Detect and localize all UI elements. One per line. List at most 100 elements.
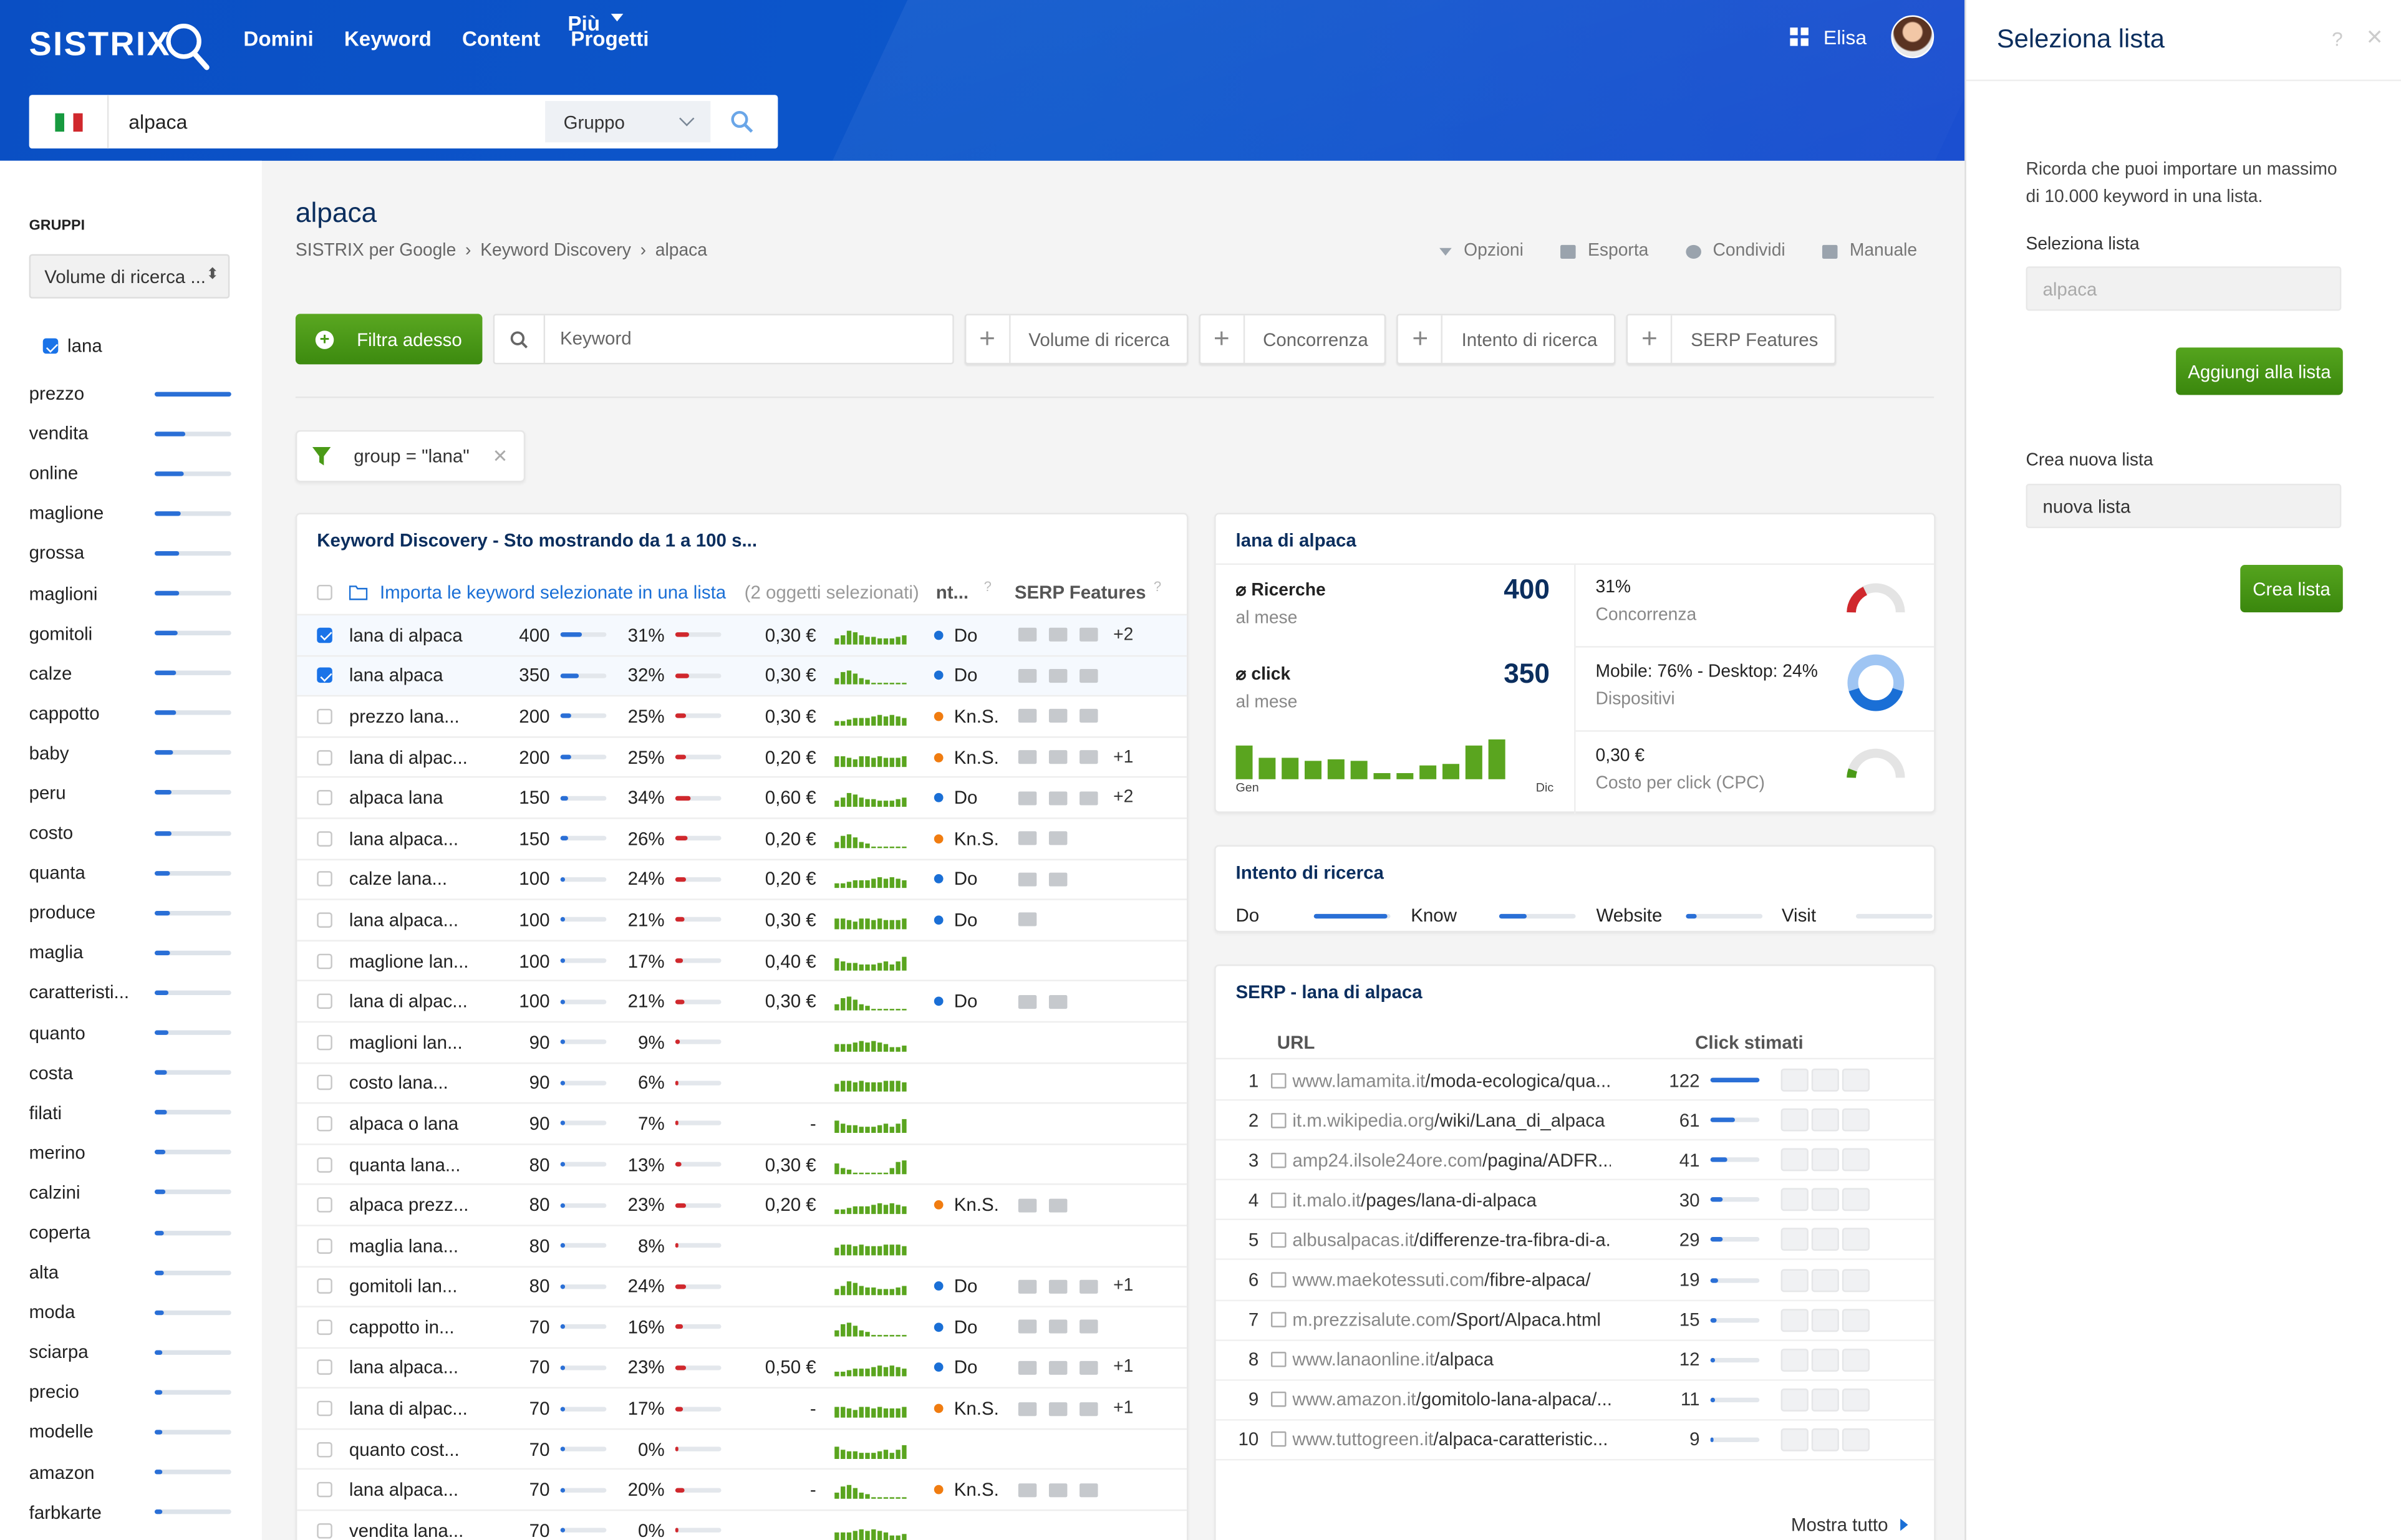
arrow-right-icon[interactable] xyxy=(1842,1188,1870,1212)
serp-row[interactable]: 1 www.lamamita.it/moda-ecologica/qua... 12… xyxy=(1215,1061,1935,1101)
serp-feature-icon[interactable] xyxy=(1048,1483,1068,1497)
group-item[interactable]: peru xyxy=(29,773,231,813)
table-row[interactable]: prezzo lana... 200 25% 0,30 € Kn.S. xyxy=(297,695,1187,736)
table-row[interactable]: lana di alpac... 200 25% 0,20 € Kn.S. +1 xyxy=(297,736,1187,777)
group-item[interactable]: alta xyxy=(29,1253,231,1292)
keyword-cell[interactable]: vendita lana... xyxy=(349,1519,464,1540)
apply-filter-button[interactable]: + Filtra adesso xyxy=(295,314,482,365)
table-row[interactable]: lana alpaca 350 32% 0,30 € Do xyxy=(297,654,1187,696)
table-row[interactable]: alpaca o lana 90 7% - xyxy=(297,1102,1187,1143)
serp-feature-icon[interactable] xyxy=(1080,1402,1098,1416)
group-item[interactable]: baby xyxy=(29,733,231,773)
row-checkbox[interactable] xyxy=(317,1400,332,1417)
arrow-right-icon[interactable] xyxy=(1842,1348,1870,1372)
chart-icon[interactable] xyxy=(1811,1268,1839,1292)
row-checkbox[interactable] xyxy=(317,872,332,887)
eye-icon[interactable] xyxy=(1780,1148,1809,1172)
keyword-cell[interactable]: quanta lana... xyxy=(349,1153,461,1175)
group-item[interactable]: online xyxy=(29,453,231,493)
keyword-cell[interactable]: prezzo lana... xyxy=(349,705,460,728)
help-icon[interactable]: ? xyxy=(983,579,992,594)
serp-feature-icon[interactable] xyxy=(1018,1279,1037,1294)
keyword-cell[interactable]: lana alpaca... xyxy=(349,827,459,850)
show-all-link[interactable]: Mostra tutto xyxy=(1791,1514,1908,1535)
chart-icon[interactable] xyxy=(1811,1428,1839,1451)
eye-icon[interactable] xyxy=(1780,1188,1809,1212)
import-to-list-link[interactable]: Importa le keyword selezionate in una li… xyxy=(379,582,727,604)
select-all-checkbox[interactable] xyxy=(317,584,332,600)
row-checkbox[interactable] xyxy=(317,830,332,847)
serp-url[interactable]: www.lanaonline.it/alpaca xyxy=(1292,1349,1494,1371)
filter-intent-button[interactable]: + Intento di ricerca xyxy=(1397,314,1616,365)
table-row[interactable]: quanta lana... 80 13% 0,30 € xyxy=(297,1143,1187,1183)
keyword-cell[interactable]: maglione lan... xyxy=(349,950,469,972)
col-clicks-header[interactable]: Click stimati xyxy=(1695,1031,1804,1054)
row-checkbox[interactable] xyxy=(317,1238,332,1254)
group-item[interactable]: amazon xyxy=(29,1452,231,1492)
eye-icon[interactable] xyxy=(1780,1308,1809,1332)
table-row[interactable]: calze lana... 100 24% 0,20 € Do xyxy=(297,858,1187,898)
serp-feature-icon[interactable] xyxy=(1018,628,1037,642)
breadcrumb-item[interactable]: Keyword Discovery xyxy=(480,241,631,261)
chart-icon[interactable] xyxy=(1811,1228,1839,1252)
serp-feature-icon[interactable] xyxy=(1080,750,1098,764)
user-name[interactable]: Elisa xyxy=(1823,25,1867,49)
eye-icon[interactable] xyxy=(1780,1268,1809,1292)
keyword-cell[interactable]: alpaca prezz... xyxy=(349,1194,469,1216)
options-button[interactable]: Opzioni xyxy=(1439,242,1524,260)
serp-feature-icon[interactable] xyxy=(1048,831,1068,846)
table-row[interactable]: lana di alpac... 100 21% 0,30 € Do xyxy=(297,980,1187,1021)
breadcrumb-item[interactable]: SISTRIX per Google xyxy=(295,241,457,261)
serp-url[interactable]: www.tuttogreen.it/alpaca-caratteristic..… xyxy=(1292,1428,1608,1451)
table-row[interactable]: maglioni lan... 90 9% xyxy=(297,1021,1187,1062)
row-checkbox[interactable] xyxy=(317,993,332,1009)
group-item[interactable]: merino xyxy=(29,1132,231,1172)
group-item[interactable]: costo xyxy=(29,813,231,853)
active-filter-chip[interactable]: group = "lana" ✕ xyxy=(295,430,525,483)
manual-button[interactable]: Manuale xyxy=(1822,242,1917,260)
serp-feature-icon[interactable] xyxy=(1048,1402,1068,1416)
serp-feature-icon[interactable] xyxy=(1080,668,1098,683)
serp-feature-icon[interactable] xyxy=(1018,1483,1037,1497)
serp-feature-icon[interactable] xyxy=(1048,1320,1068,1334)
serp-feature-icon[interactable] xyxy=(1048,750,1068,764)
row-checkbox[interactable] xyxy=(317,749,332,765)
serp-feature-icon[interactable] xyxy=(1018,791,1037,805)
eye-icon[interactable] xyxy=(1780,1228,1809,1252)
serp-feature-icon[interactable] xyxy=(1048,1279,1068,1294)
group-item[interactable]: sciarpa xyxy=(29,1332,231,1372)
group-item[interactable]: caratteristi... xyxy=(29,973,231,1013)
table-row[interactable]: lana di alpac... 70 17% - Kn.S. +1 xyxy=(297,1387,1187,1428)
serp-row[interactable]: 5 albusalpacas.it/differenze-tra-fibra-di… xyxy=(1215,1221,1935,1261)
arrow-right-icon[interactable] xyxy=(1842,1148,1870,1172)
external-link-icon[interactable] xyxy=(1270,1072,1287,1088)
row-checkbox[interactable] xyxy=(317,1075,332,1091)
serp-url[interactable]: www.lamamita.it/moda-ecologica/qua... xyxy=(1292,1069,1611,1091)
external-link-icon[interactable] xyxy=(1270,1232,1287,1248)
table-row[interactable]: cappotto in... 70 16% Do xyxy=(297,1306,1187,1347)
serp-feature-icon[interactable] xyxy=(1080,1320,1098,1334)
external-link-icon[interactable] xyxy=(1270,1152,1287,1168)
table-row[interactable]: lana alpaca... 100 21% 0,30 € Do xyxy=(297,898,1187,940)
serp-url[interactable]: albusalpacas.it/differenze-tra-fibra-di-… xyxy=(1292,1229,1611,1251)
share-button[interactable]: Condividi xyxy=(1685,242,1785,260)
help-icon[interactable]: ? xyxy=(2331,27,2343,51)
keyword-cell[interactable]: maglioni lan... xyxy=(349,1031,463,1053)
keyword-cell[interactable]: lana di alpaca xyxy=(349,624,463,646)
row-checkbox[interactable] xyxy=(317,790,332,806)
external-link-icon[interactable] xyxy=(1270,1432,1287,1448)
table-row[interactable]: alpaca lana 150 34% 0,60 € Do +2 xyxy=(297,776,1187,817)
group-item[interactable]: costa xyxy=(29,1052,231,1092)
serp-feature-icon[interactable] xyxy=(1018,1360,1037,1375)
serp-feature-icon[interactable] xyxy=(1048,710,1068,724)
create-list-button[interactable]: Crea lista xyxy=(2240,565,2343,613)
keyword-cell[interactable]: lana alpaca... xyxy=(349,1479,459,1501)
search-mode-select[interactable]: Gruppo xyxy=(545,101,711,143)
serp-feature-icon[interactable] xyxy=(1018,668,1037,683)
table-row[interactable]: lana di alpaca 400 31% 0,30 € Do +2 xyxy=(297,614,1187,655)
serp-url[interactable]: www.maekotessuti.com/fibre-alpaca/ xyxy=(1292,1269,1591,1291)
serp-feature-icon[interactable] xyxy=(1080,1483,1098,1497)
serp-feature-icon[interactable] xyxy=(1048,668,1068,683)
group-item[interactable]: grossa xyxy=(29,533,231,573)
row-checkbox[interactable] xyxy=(317,708,332,724)
